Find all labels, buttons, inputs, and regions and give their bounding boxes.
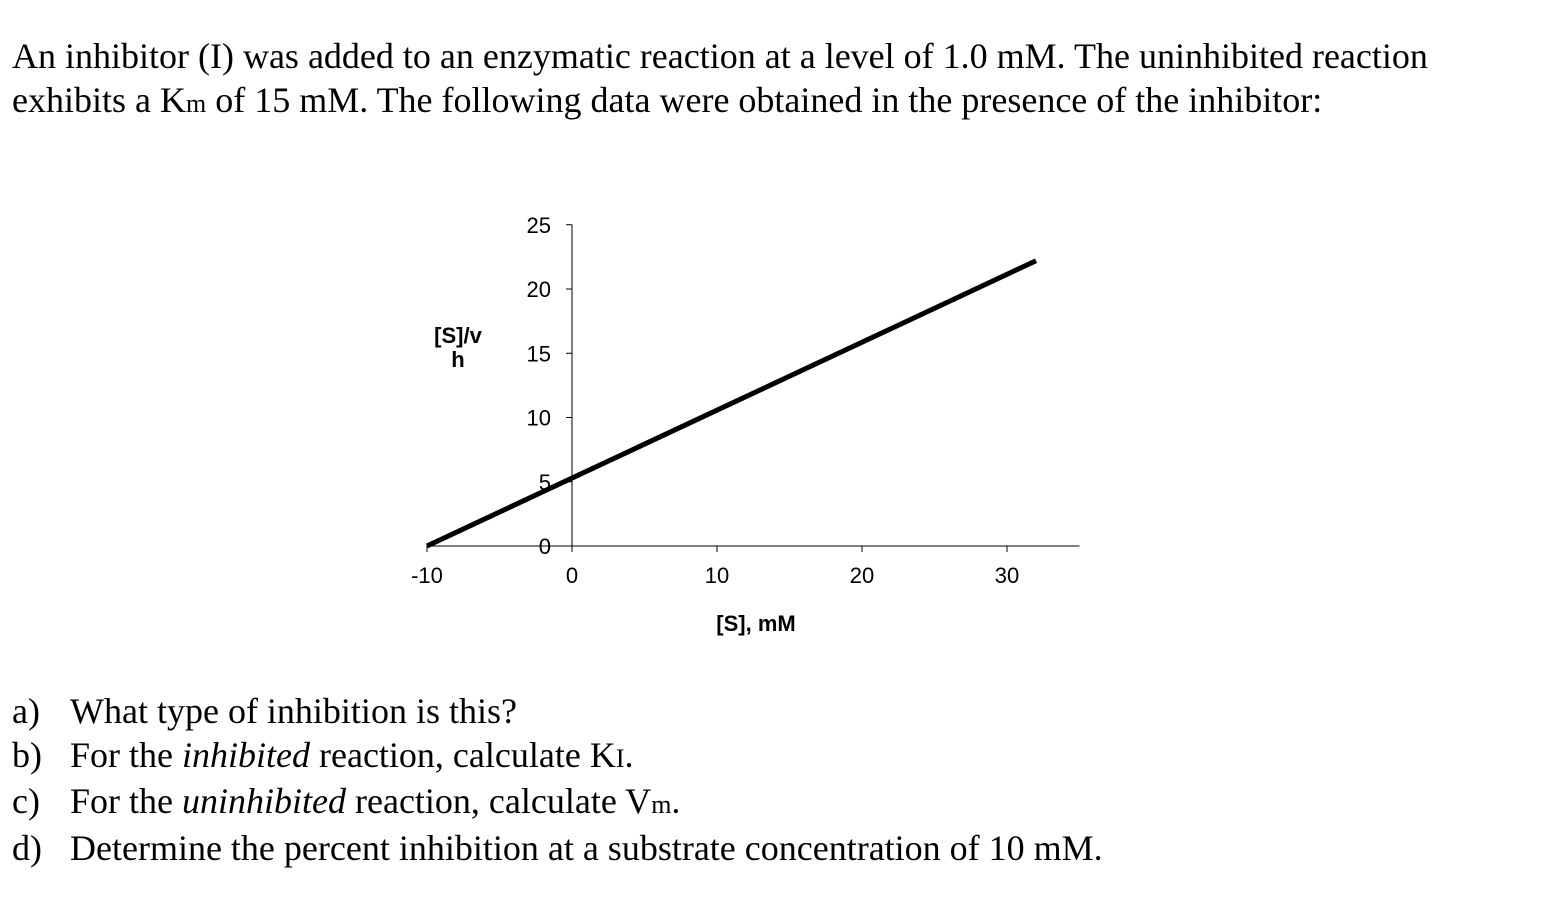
chart-labels: -10 0 10 20 30 0 5 10 15 20 25 [S], mM [S]/vh: [411, 213, 1019, 636]
question-text-middle: reaction, calculate K: [310, 734, 616, 775]
question-list: a) What type of inhibition is this? b) For …: [12, 690, 1103, 870]
question-text: Determine the percent inhibition at a su…: [70, 827, 1103, 871]
intro-text-2: of 15 mM. The following data were obtain…: [206, 80, 1323, 120]
km-subscript: m: [185, 89, 207, 118]
question-item: d) Determine the percent inhibition at a …: [12, 827, 1103, 871]
chart-axes: [426, 224, 1080, 552]
question-text-start: Determine the percent inhibition at a su…: [70, 827, 1103, 868]
question-text: What type of inhibition is this?: [70, 690, 517, 734]
question-item: c) For the uninhibited reaction, calculat…: [12, 780, 1103, 827]
question-letter: a): [12, 691, 40, 731]
y-tick-label: 15: [527, 341, 551, 366]
question-item: a) What type of inhibition is this?: [12, 690, 1103, 734]
question-subscript: m: [651, 790, 672, 819]
x-tick-label: 20: [850, 563, 874, 588]
question-letter: b): [12, 734, 42, 775]
x-tick-label: 0: [566, 563, 578, 588]
question-subscript: I: [615, 743, 625, 773]
question-text-start: What type of inhibition is this?: [70, 691, 517, 731]
y-tick-label: 20: [527, 277, 551, 302]
question-text-start: For the: [70, 781, 182, 821]
series-line: [425, 258, 1038, 549]
y-axis-title: [S]/v: [434, 323, 482, 348]
x-tick-label: 10: [705, 563, 729, 588]
y-tick-label: 0: [539, 534, 551, 559]
y-tick-label: 25: [527, 213, 551, 238]
y-axis-title: h: [451, 347, 464, 372]
x-tick-label: 30: [995, 563, 1019, 588]
question-item: b) For the inhibited reaction, calculate …: [12, 734, 1103, 781]
question-emphasis: uninhibited: [182, 781, 346, 821]
question-letter: d): [12, 827, 42, 868]
y-tick-label: 5: [539, 470, 551, 495]
question-text-end: .: [624, 734, 634, 775]
x-axis-title: [S], mM: [716, 611, 795, 636]
intro-text-1: An inhibitor (I) was added to an enzymat…: [12, 36, 1428, 120]
question-text-start: For the: [70, 734, 182, 775]
question-text-end: .: [671, 781, 681, 821]
y-tick-label: 10: [527, 406, 551, 431]
question-emphasis: inhibited: [182, 734, 310, 775]
question-text: For the uninhibited reaction, calculate …: [70, 780, 680, 827]
chart-series: [425, 258, 1038, 549]
question-text-middle: reaction, calculate V: [346, 781, 652, 821]
problem-statement: An inhibitor (I) was added to an enzymat…: [12, 34, 1452, 126]
x-tick-label: -10: [411, 563, 443, 588]
question-text: For the inhibited reaction, calculate KI…: [70, 734, 634, 781]
question-letter: c): [12, 781, 40, 821]
